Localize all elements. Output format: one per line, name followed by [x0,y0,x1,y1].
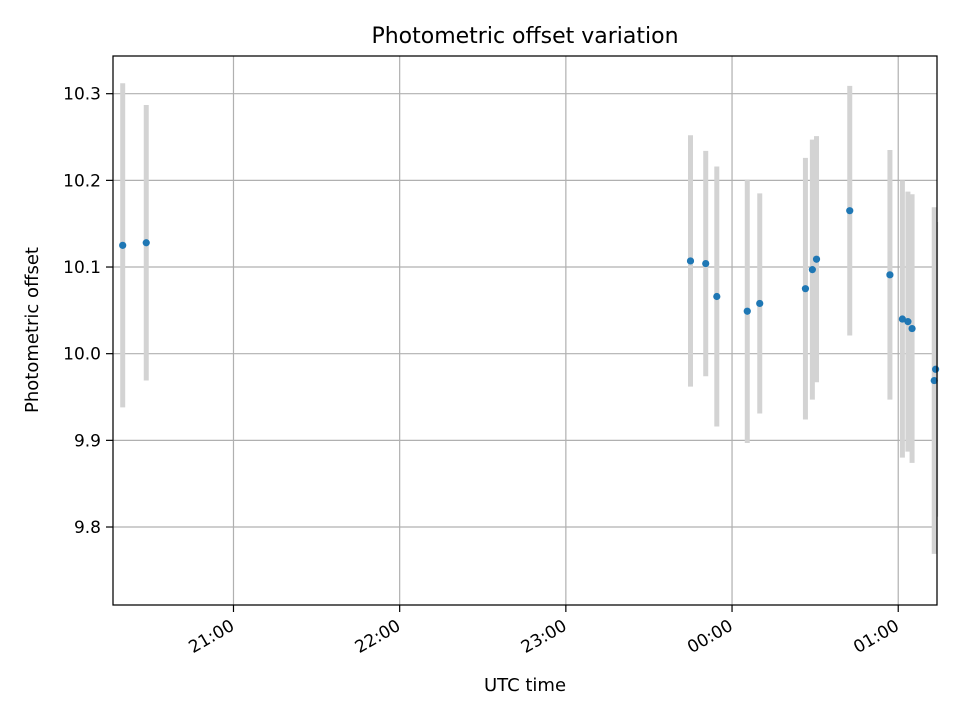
data-point [713,292,721,301]
data-point [119,241,127,249]
data-point [846,207,854,215]
y-axis-ticks: 9.8 9.9 10.0 10.1 10.2 10.3 [63,85,113,538]
y-tick-label: 10.0 [63,345,101,365]
y-tick-label: 9.9 [74,431,101,451]
data-point [801,285,810,293]
plot-frame [112,55,938,606]
data-point [686,257,695,265]
data-point [898,315,906,323]
y-tick-label: 10.1 [63,258,101,278]
y-axis-label: Photometric offset [22,247,43,413]
chart-title: Photometric offset variation [371,24,678,49]
grid [113,56,937,605]
data-point [908,324,916,333]
data-point [743,307,751,315]
data-point [812,255,821,263]
y-tick-label: 10.2 [63,171,101,191]
data-point [904,318,912,326]
y-tick-label: 10.3 [63,85,101,105]
y-tick-label: 9.8 [74,518,101,538]
data-point [808,266,816,274]
data-point [142,239,150,247]
data-point [886,271,894,279]
data-point [702,259,710,268]
data-point [930,376,938,385]
data-point [932,365,940,373]
data-point [756,299,764,308]
x-axis-label: UTC time [484,675,566,696]
data-points [119,207,940,385]
